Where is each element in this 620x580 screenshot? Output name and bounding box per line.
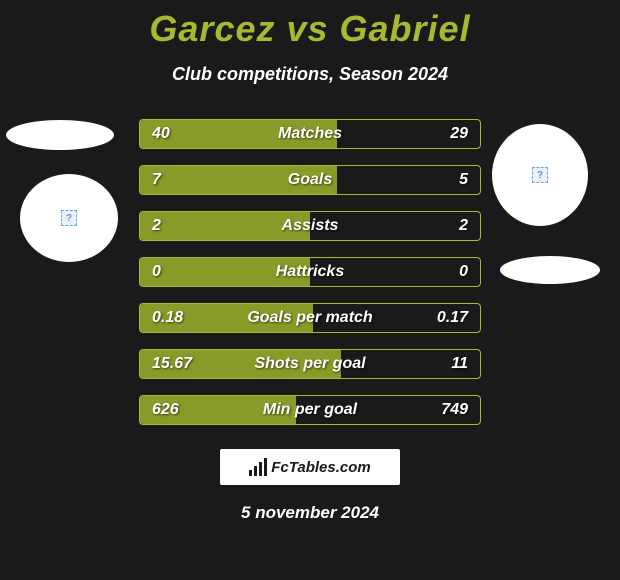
stat-value-right: 29 — [450, 125, 468, 143]
stat-label: Shots per goal — [140, 355, 480, 373]
stat-row: 0Hattricks0 — [139, 257, 481, 287]
stat-row: 40Matches29 — [139, 119, 481, 149]
stat-value-right: 5 — [459, 171, 468, 189]
stat-row: 0.18Goals per match0.17 — [139, 303, 481, 333]
footer-logo: FcTables.com — [220, 449, 400, 485]
logo-bars-icon — [249, 458, 267, 476]
header: Garcez vs Gabriel Club competitions, Sea… — [0, 0, 620, 85]
stat-label: Matches — [140, 125, 480, 143]
stat-value-right: 0.17 — [437, 309, 468, 327]
stat-value-right: 11 — [451, 355, 468, 373]
stat-row: 15.67Shots per goal11 — [139, 349, 481, 379]
stat-label: Goals — [140, 171, 480, 189]
stat-value-right: 749 — [441, 401, 468, 419]
avatar-right: ? — [492, 124, 588, 226]
stat-value-right: 0 — [459, 263, 468, 281]
stat-row: 2Assists2 — [139, 211, 481, 241]
stats-container: 40Matches29 7Goals5 2Assists2 0Hattricks0 0.… — [139, 119, 481, 425]
stat-value-right: 2 — [459, 217, 468, 235]
stat-label: Hattricks — [140, 263, 480, 281]
placeholder-image-icon: ? — [532, 167, 548, 183]
decoration-ellipse-bottom-right — [500, 256, 600, 284]
avatar-left: ? — [20, 174, 118, 262]
stat-row: 626Min per goal749 — [139, 395, 481, 425]
stat-row: 7Goals5 — [139, 165, 481, 195]
footer-logo-text: FcTables.com — [271, 459, 370, 476]
placeholder-image-icon: ? — [61, 210, 77, 226]
decoration-ellipse-top-left — [6, 120, 114, 150]
subtitle: Club competitions, Season 2024 — [0, 64, 620, 85]
stat-label: Goals per match — [140, 309, 480, 327]
stat-label: Assists — [140, 217, 480, 235]
page-title: Garcez vs Gabriel — [0, 8, 620, 50]
stat-label: Min per goal — [140, 401, 480, 419]
footer-date: 5 november 2024 — [0, 503, 620, 523]
